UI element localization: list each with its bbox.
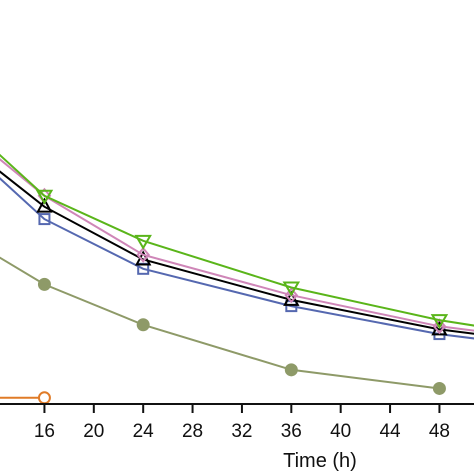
- series-line: [0, 170, 474, 335]
- series-line: [0, 153, 474, 327]
- series-4: [0, 170, 474, 336]
- data-point: [432, 318, 447, 335]
- data-point: [284, 287, 299, 304]
- x-tick-label: 44: [379, 421, 401, 442]
- data-point: [430, 314, 449, 330]
- x-axis-title: Time (h): [283, 450, 357, 472]
- data-point: [134, 234, 152, 250]
- x-tick-label: 24: [133, 421, 155, 442]
- series-line: [0, 177, 474, 340]
- x-tick-label: 28: [182, 421, 203, 442]
- data-point: [36, 197, 53, 213]
- x-tick-label: 16: [34, 421, 55, 442]
- series-2: [0, 256, 446, 395]
- series-3: [0, 177, 474, 341]
- data-point: [136, 318, 150, 332]
- series-5: [0, 158, 474, 335]
- data-point: [432, 381, 446, 395]
- x-tick-label: 32: [231, 421, 252, 442]
- data-point: [284, 363, 298, 377]
- data-point: [37, 391, 51, 405]
- x-ticks: 16 20 24 28 32 36 40 44 48: [34, 404, 450, 442]
- series-line: [0, 158, 474, 332]
- series-1: [0, 391, 51, 405]
- x-tick-label: 20: [83, 421, 104, 442]
- data-point: [136, 246, 150, 263]
- data-point: [37, 277, 51, 291]
- data-point: [38, 213, 51, 226]
- series-6: [0, 153, 474, 330]
- data-point: [282, 281, 301, 297]
- x-tick-label: 48: [429, 421, 450, 442]
- series-layer: [0, 153, 474, 405]
- data-point: [35, 189, 54, 205]
- x-tick-label: 40: [330, 421, 351, 442]
- x-tick-label: 36: [281, 421, 302, 442]
